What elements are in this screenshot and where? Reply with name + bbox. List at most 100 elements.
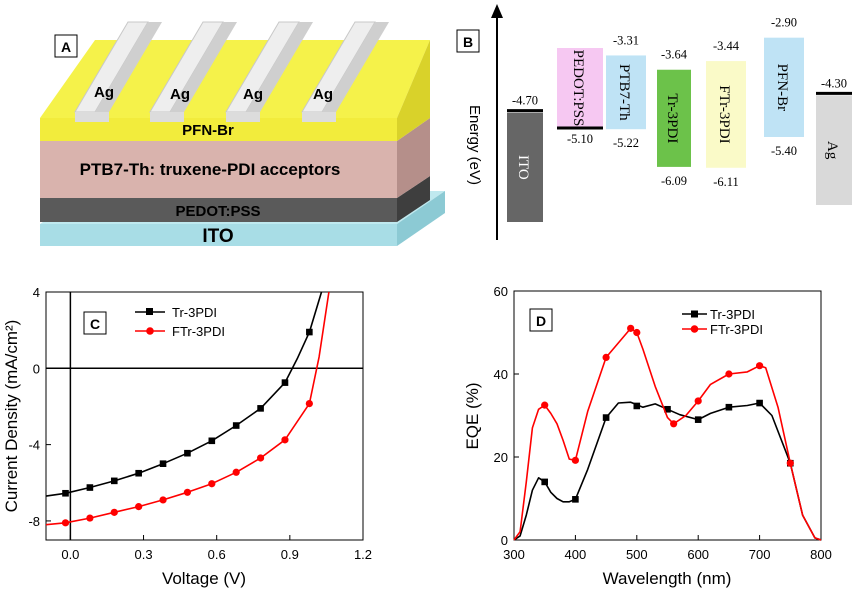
ito-front-face [40,224,397,246]
eqe-y-tick-label-0: 0 [501,533,508,548]
jv-marker-1-2 [110,508,118,516]
ag-electrode-3: Ag [225,21,313,122]
energy-bottom-value-3: -6.09 [661,174,687,188]
energy-bottom-value-1: -5.10 [567,132,593,146]
jv-marker-1-6 [208,480,216,488]
pfn-front-face [40,118,397,141]
eqe-x-axis-label: Wavelength (nm) [603,569,732,588]
eqe-marker-0-5 [694,416,702,423]
eqe-y-tick-label-1: 20 [494,450,508,465]
eqe-marker-1-7 [725,370,733,378]
jv-marker-0-1 [86,484,94,491]
jv-marker-1-8 [256,454,265,462]
energy-bar-2 [606,55,646,130]
eqe-marker-1-8 [756,362,764,370]
active-side-face [397,118,430,198]
energy-bottom-value-5: -5.40 [771,144,797,158]
panel-b-letter-box [456,29,480,53]
pedot-front-face [40,198,397,222]
eqe-plot-frame [513,290,822,541]
ag-label-4: Ag [313,86,333,103]
eqe-marker-0-7 [756,399,763,407]
eqe-series-line-0 [513,401,822,541]
energy-bar-1 [557,48,603,128]
energy-bar-4 [706,61,746,168]
eqe-legend: Tr-3PDI FTr-3PDI [682,307,763,337]
ito-side-face [397,191,445,246]
energy-bar-6 [816,95,852,205]
energy-bar-label-2: PTB7-Th [616,64,632,121]
jv-marker-0-3 [135,469,142,477]
jv-y-tick-label-1: 0 [33,361,40,376]
pfn-label: PFN-Br [182,122,234,139]
jv-marker-1-10 [305,400,313,408]
eqe-marker-1-5 [670,420,678,428]
energy-axis-label: Energy (eV) [466,105,483,185]
panel-b-letter: B [463,34,473,50]
jv-legend: Tr-3PDI FTr-3PDI [135,305,225,339]
jv-marker-1-5 [183,488,192,496]
eqe-chart: 300 400 500 600 700 800 0 20 40 60 Wavelength (nm… [463,284,832,588]
ag-electrode-4: Ag [301,21,389,122]
eqe-marker-0-4 [664,405,671,413]
jv-series-line-1 [45,291,330,526]
eqe-y-tick-label-2: 40 [494,367,508,382]
active-front-face [40,141,397,198]
eqe-x-tick-label-0: 300 [503,547,525,562]
energy-top-value-2: -3.31 [613,33,639,47]
eqe-x-tick-label-4: 700 [749,547,771,562]
energy-top-value-6: -4.30 [821,76,847,90]
ag-label-1: Ag [94,84,114,101]
jv-y-axis-label: Current Density (mA/cm²) [2,320,21,513]
energy-bar-label-6: Ag [824,141,840,160]
eqe-y-axis-label: EQE (%) [463,382,482,449]
active-layer-label: PTB7-Th: truxene-PDI acceptors [80,160,341,179]
jv-marker-1-4 [159,496,167,504]
energy-top-value-4: -3.44 [713,39,740,53]
ag-electrode-1: Ag [74,21,162,122]
eqe-marker-0-6 [725,403,733,411]
energy-bar-label-3: Tr-3PDI [664,93,680,143]
energy-top-value-3: -3.64 [661,48,688,62]
jv-plot-frame [45,291,364,541]
jv-x-tick-label-3: 0.9 [281,547,299,562]
jv-x-tick-label-4: 1.2 [354,547,372,562]
jv-marker-0-10 [306,328,313,336]
energy-bar-label-1: PEDOT:PSS [570,50,586,127]
energy-bar-label-0: ITO [515,155,531,180]
eqe-x-tick-label-1: 400 [565,547,587,562]
jv-x-tick-label-2: 0.6 [208,547,226,562]
eqe-legend-ftr3pdi: FTr-3PDI [710,322,763,337]
eqe-marker-1-4 [633,328,641,337]
eqe-series [513,324,822,541]
jv-marker-1-1 [86,514,94,522]
jv-marker-0-7 [232,422,240,429]
jv-marker-1-0 [61,519,70,527]
eqe-x-tick-label-2: 500 [626,547,648,562]
jv-series-line-0 [45,291,323,497]
eqe-x-tick-label-3: 600 [687,547,709,562]
eqe-marker-1-2 [602,353,610,361]
eqe-ticks: 300 400 500 600 700 800 0 20 40 60 [494,284,832,562]
energy-top-value-5: -2.90 [771,16,797,30]
jv-chart: 0.0 0.3 0.6 0.9 1.2 4 0 -4 -8 Voltage (V) Curren… [2,285,372,588]
eqe-marker-0-2 [602,414,610,421]
jv-x-tick-label-1: 0.3 [134,547,152,562]
jv-y-tick-label-0: 4 [33,285,40,300]
eqe-marker-1-3 [627,324,635,332]
energy-level-diagram: Energy (eV) B ITO -4.70 PEDOT:PSS -5.10 PTB7… [456,4,852,240]
jv-legend-tr3pdi: Tr-3PDI [172,305,217,320]
jv-x-tick-label-0: 0.0 [61,547,79,562]
eqe-legend-tr3pdi: Tr-3PDI [710,307,755,322]
energy-bottom-value-2: -5.22 [613,136,639,150]
energy-bar-label-5: PFN-Br [774,64,790,112]
panel-c-letter: C [90,316,100,332]
jv-marker-0-4 [159,460,167,467]
jv-y-tick-label-3: -8 [28,514,40,529]
panel-a-letter: A [61,39,71,55]
ag-label-2: Ag [170,86,190,103]
ag-electrode-2: Ag [149,21,237,122]
jv-marker-0-5 [184,449,191,457]
jv-marker-0-9 [281,379,289,386]
panel-a-letter-box [54,34,78,58]
